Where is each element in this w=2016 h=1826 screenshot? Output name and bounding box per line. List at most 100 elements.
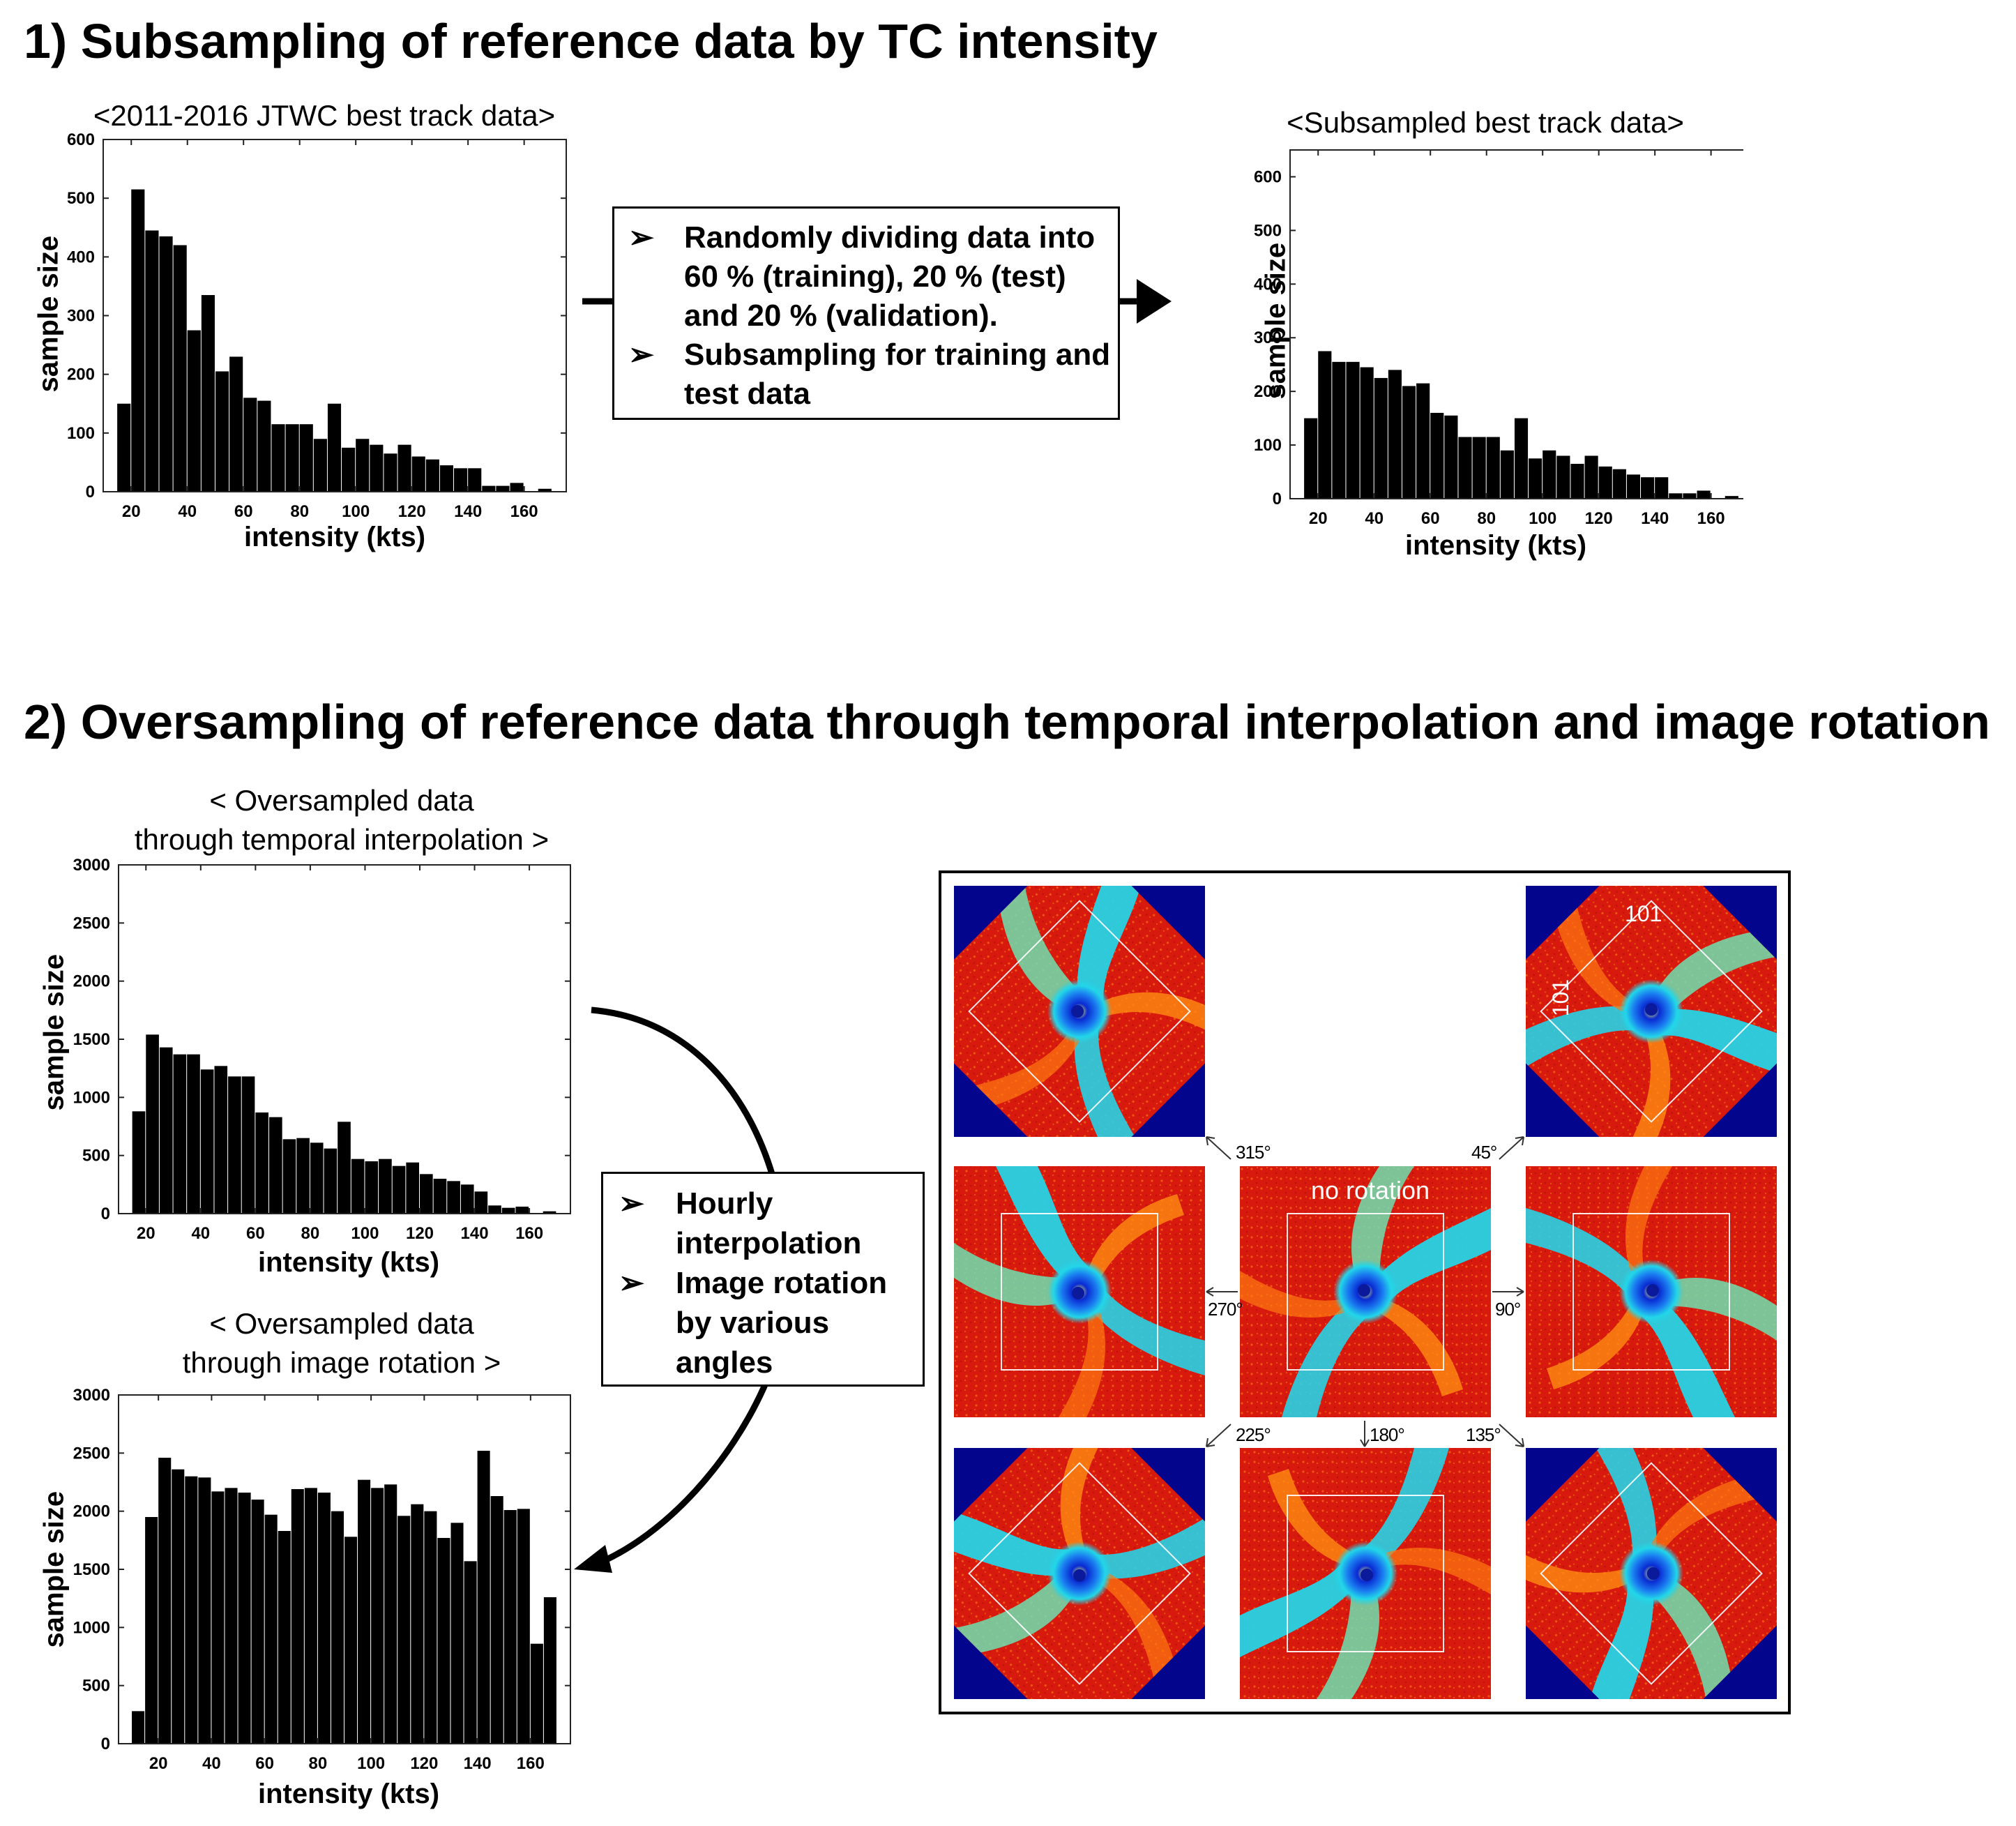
storm-image-180 [1239, 1447, 1492, 1700]
note-item: ➢ Subsampling for training and test data [628, 335, 1111, 414]
note-item: ➢ Hourly interpolation [619, 1184, 916, 1263]
chart-title-line-2: through image rotation > [182, 1346, 501, 1379]
x-tick-label: 60 [246, 1224, 265, 1243]
histogram-bar [159, 1047, 173, 1214]
histogram-bar [1543, 450, 1556, 499]
histogram-bar [358, 1479, 371, 1744]
histogram-bar [342, 447, 356, 492]
histogram-bar [198, 1477, 211, 1744]
chart-title: < Oversampled data through image rotatio… [98, 1304, 586, 1382]
method-box-subsampling: ➢ Randomly dividing data into 60 % (trai… [612, 206, 1120, 420]
chart-title-line-2: through temporal interpolation > [134, 823, 550, 856]
note-item: ➢ Image rotation by various angles [619, 1263, 916, 1382]
histogram-bar [488, 1205, 501, 1214]
histogram-bar [468, 468, 482, 492]
x-tick-label: 60 [255, 1754, 274, 1773]
histogram-bar [464, 1561, 477, 1744]
histogram-bar [327, 403, 342, 492]
x-axis-label: intensity (kts) [1404, 530, 1587, 561]
x-tick-label: 120 [398, 502, 426, 521]
x-tick-label: 60 [234, 502, 253, 521]
histogram-bar [1346, 361, 1360, 499]
histogram-bar [1486, 437, 1500, 499]
y-tick-label: 500 [82, 1677, 110, 1696]
histogram-bar [530, 1643, 543, 1744]
histogram-bar [331, 1511, 344, 1744]
x-axis-label: intensity (kts) [257, 1247, 440, 1278]
storm-image-45 [1526, 886, 1777, 1137]
y-tick-label: 2000 [73, 972, 110, 991]
histogram-bar [439, 465, 454, 492]
y-tick-label: 0 [86, 483, 95, 501]
histogram-bar [1332, 361, 1346, 499]
angle-label-90: 90° [1495, 1299, 1521, 1320]
note-item-text: Image rotation by various angles [676, 1266, 888, 1380]
x-tick-label: 100 [351, 1224, 379, 1243]
x-tick-label: 160 [510, 502, 538, 521]
x-tick-label: 40 [202, 1754, 221, 1773]
histogram-bar [338, 1122, 351, 1214]
y-tick-label: 1500 [73, 1030, 110, 1049]
y-tick-label: 0 [101, 1205, 110, 1223]
histogram-bar [310, 1142, 324, 1214]
y-tick-label: 600 [1254, 167, 1282, 186]
histogram-bar [117, 403, 131, 492]
x-tick-label: 120 [406, 1224, 434, 1243]
histogram-bar [397, 444, 411, 492]
histogram-bar [278, 1531, 291, 1744]
bar-chart-temporal-interpolation: 20 40 60 80 100 120 140 160 0 500 1000 1500 2000 2500… [73, 856, 571, 1243]
histogram-bar [351, 1159, 365, 1214]
histogram-bar [243, 398, 257, 492]
chart-subsampled: <Subsampled best track data> sample size… [1116, 0, 1743, 579]
histogram-bar [187, 330, 201, 492]
histogram-bar [411, 1504, 424, 1744]
histogram-bar [1697, 490, 1711, 499]
histogram-bar [255, 1112, 268, 1214]
histogram-bar [1641, 477, 1655, 499]
histogram-bar [437, 1538, 450, 1744]
histogram-bar [1360, 367, 1374, 499]
histogram-bar [313, 439, 327, 492]
histogram-bar [433, 1179, 447, 1214]
x-tick-label: 80 [1477, 509, 1496, 528]
y-tick-label: 200 [67, 365, 95, 384]
histogram-bar [304, 1488, 317, 1744]
x-tick-label: 140 [1641, 509, 1669, 528]
histogram-bar [1655, 477, 1669, 499]
x-tick-label: 20 [137, 1224, 156, 1243]
histogram-bar [450, 1523, 464, 1744]
x-tick-label: 160 [515, 1224, 543, 1243]
histogram-bar [392, 1165, 406, 1214]
histogram-bar [515, 1207, 529, 1214]
y-tick-label: 1000 [73, 1618, 110, 1637]
histogram-bar [1683, 493, 1697, 499]
histogram-bar [1402, 386, 1416, 499]
y-tick-label: 0 [1273, 490, 1282, 508]
x-axis-label: intensity (kts) [243, 522, 426, 552]
curved-arrow-head [574, 1545, 612, 1573]
histogram-bar [474, 1191, 488, 1214]
x-tick-label: 80 [309, 1754, 328, 1773]
arrowhead-bullet-icon: ➢ [619, 1186, 644, 1221]
histogram-bar [1430, 412, 1444, 499]
histogram-bar [411, 456, 425, 492]
x-tick-label: 60 [1421, 509, 1440, 528]
histogram-bar [496, 485, 510, 492]
y-tick-label: 0 [101, 1735, 110, 1753]
box-width-label: 101 [1625, 901, 1662, 926]
histogram-bar [172, 1469, 185, 1744]
histogram-bar [397, 1516, 411, 1744]
histogram-bar [146, 1034, 159, 1214]
histogram-bar [543, 1597, 556, 1744]
angle-label-45: 45° [1471, 1142, 1497, 1163]
x-tick-label: 20 [1309, 509, 1328, 528]
histogram-bar [200, 1069, 214, 1214]
x-tick-label: 20 [149, 1754, 168, 1773]
rotation-panel: no rotation 101 101 315° 45° 270° 90° 22… [939, 870, 1791, 1714]
storm-image-135 [1526, 1448, 1777, 1699]
angle-label-270: 270° [1208, 1299, 1243, 1320]
y-tick-label: 2500 [73, 1444, 110, 1463]
histogram-bar [460, 1184, 474, 1214]
histogram-bar [543, 1211, 556, 1214]
y-tick-label: 2000 [73, 1502, 110, 1521]
